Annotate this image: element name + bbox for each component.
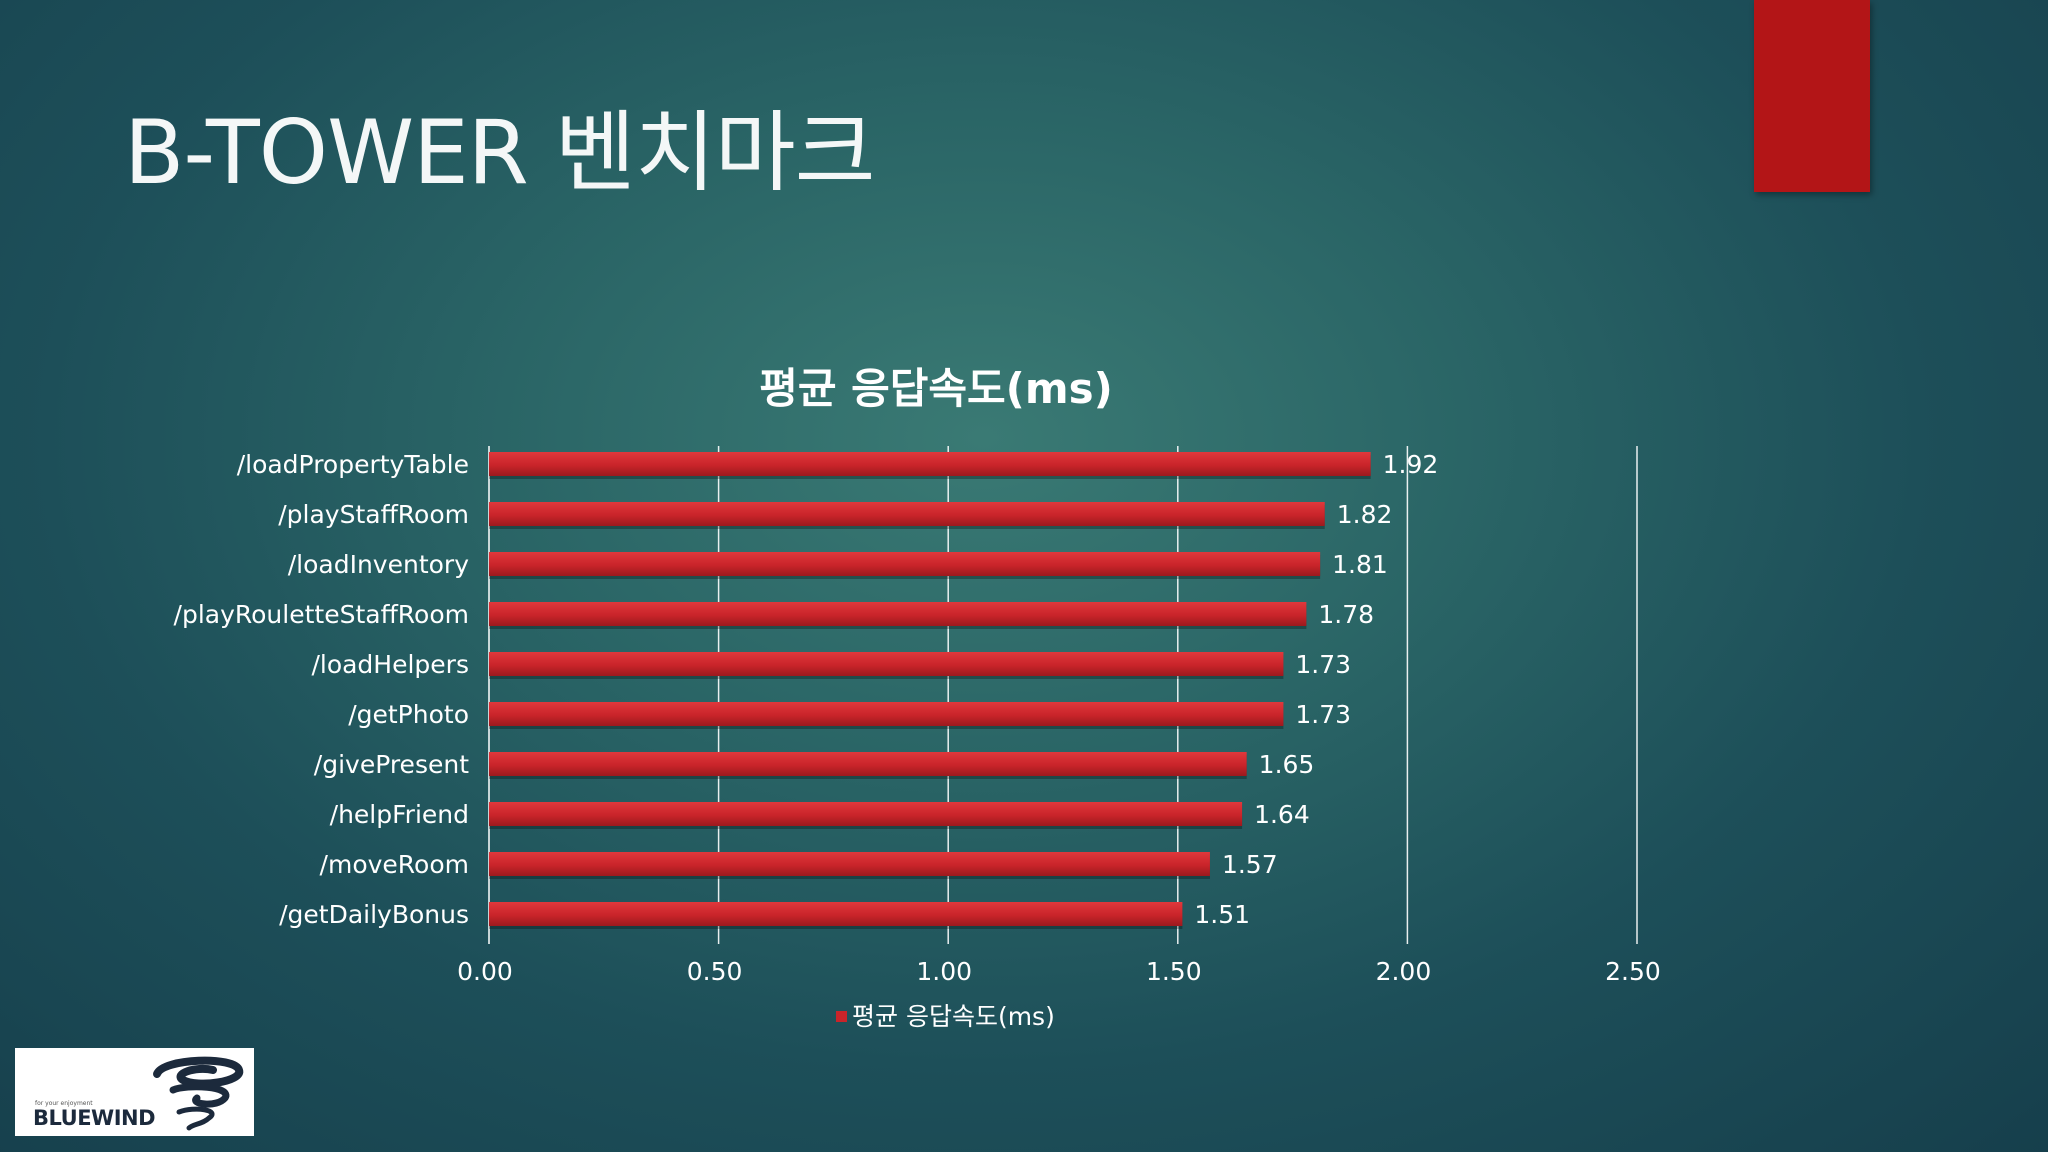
legend-label: 평균 응답속도(ms) (852, 1002, 1055, 1031)
x-tick-label: 0.00 (457, 957, 513, 986)
category-label: /playRouletteStaffRoom (174, 600, 469, 629)
category-labels: /loadPropertyTable/playStaffRoom/loadInv… (174, 450, 470, 929)
data-label: 1.65 (1259, 750, 1315, 779)
bar (489, 452, 1371, 476)
bar (489, 602, 1307, 626)
x-tick-label: 1.00 (916, 957, 972, 986)
legend-swatch (836, 1011, 847, 1022)
x-tick-label: 0.50 (687, 957, 743, 986)
data-label: 1.82 (1337, 500, 1393, 529)
category-label: /helpFriend (330, 800, 469, 829)
x-tick-label: 2.00 (1376, 957, 1432, 986)
bluewind-logo: for your enjoyment BLUEWIND (15, 1048, 254, 1136)
data-label: 1.73 (1295, 700, 1351, 729)
category-label: /getPhoto (348, 700, 469, 729)
accent-bar (1754, 0, 1870, 192)
bar (489, 652, 1284, 676)
x-tick-label: 1.50 (1146, 957, 1202, 986)
category-label: /loadPropertyTable (237, 450, 469, 479)
bar (489, 702, 1284, 726)
legend: 평균 응답속도(ms) (836, 1002, 1055, 1031)
data-label: 1.73 (1295, 650, 1351, 679)
data-labels: 1.92 1.82 1.81 1.78 1.73 1.73 1.65 1.64 1.57 1.51 (1194, 450, 1438, 929)
logo-tagline: for your enjoyment (35, 1100, 93, 1107)
category-label: /playStaffRoom (278, 500, 469, 529)
bar (489, 802, 1243, 826)
x-axis-ticks: 0.00 0.50 1.00 1.50 2.00 2.50 (457, 957, 1661, 986)
bar (489, 902, 1183, 926)
category-label: /moveRoom (320, 850, 469, 879)
data-label: 1.64 (1254, 800, 1310, 829)
data-label: 1.92 (1383, 450, 1439, 479)
slide-title: B-TOWER 벤치마크 (124, 101, 876, 204)
category-label: /loadInventory (288, 550, 469, 579)
category-label: /getDailyBonus (279, 900, 469, 929)
chart-title: 평균 응답속도(ms) (759, 364, 1113, 413)
logo-name: BLUEWIND (33, 1106, 156, 1130)
data-label: 1.81 (1332, 550, 1388, 579)
bar (489, 552, 1321, 576)
data-label: 1.57 (1222, 850, 1278, 879)
x-tick-label: 2.50 (1605, 957, 1661, 986)
bar (489, 852, 1210, 876)
bar (489, 752, 1247, 776)
category-label: /loadHelpers (311, 650, 469, 679)
category-label: /givePresent (314, 750, 469, 779)
data-label: 1.51 (1194, 900, 1250, 929)
tornado-icon (153, 1056, 243, 1131)
bar (489, 502, 1325, 526)
bars (489, 452, 1371, 929)
data-label: 1.78 (1318, 600, 1374, 629)
